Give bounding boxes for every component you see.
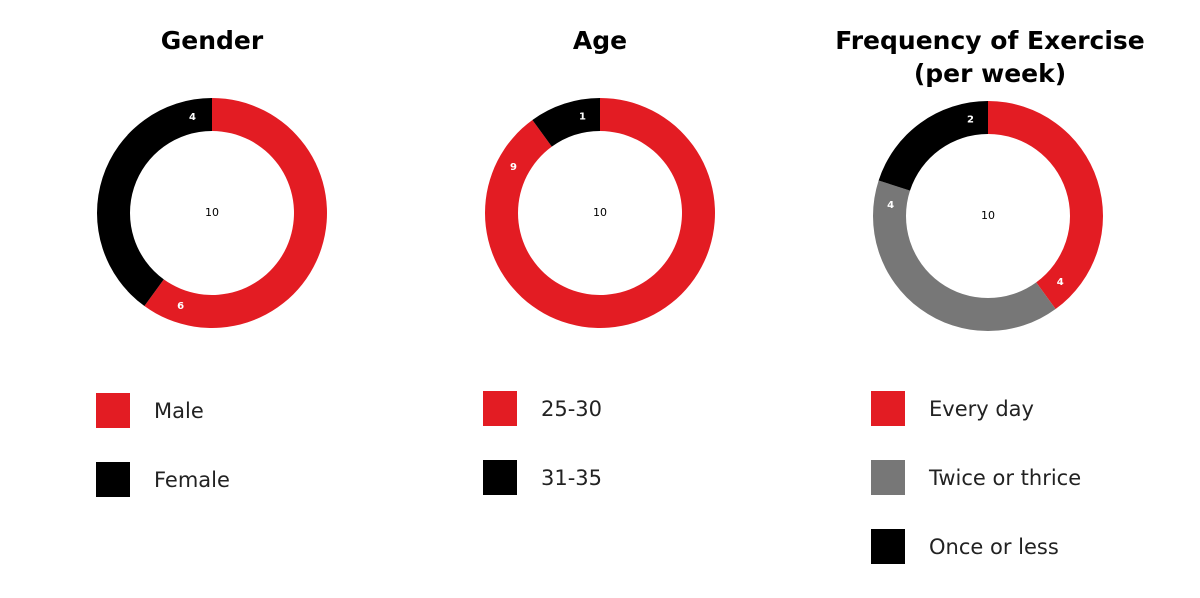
age-donut-chart: 9 1 10 — [484, 98, 715, 328]
legend-label-every-day: Every day — [929, 397, 1034, 421]
donut-segment-female — [97, 98, 212, 307]
legend-swatch-male — [96, 393, 130, 428]
gender-donut-chart: 6 4 10 — [97, 98, 327, 329]
legend-swatch-female — [96, 462, 130, 497]
segment-value-label-31-35: 1 — [579, 112, 586, 123]
legend-swatch-twice-or-thrice — [871, 460, 905, 495]
chart-title-exercise: Frequency of Exercise (per week) — [835, 26, 1145, 88]
donut-segment-male — [144, 98, 327, 329]
legend-swatch-25-30 — [483, 391, 517, 426]
legend-label-twice-or-thrice: Twice or thrice — [929, 466, 1082, 490]
segment-value-label-every-day: 4 — [1057, 277, 1064, 288]
segment-value-label-male: 6 — [177, 301, 184, 312]
donut-total-label: 10 — [205, 206, 219, 219]
legend-swatch-once-or-less — [871, 529, 905, 564]
donut-segment-every-day — [988, 101, 1103, 310]
legend-label-female: Female — [154, 468, 230, 492]
donut-total-label: 10 — [593, 206, 607, 219]
legend-label-male: Male — [154, 399, 204, 423]
segment-value-label-twice-or-thrice: 4 — [887, 200, 894, 211]
legend-swatch-31-35 — [483, 460, 517, 495]
segment-value-label-25-30: 9 — [510, 162, 517, 173]
chart-title-age: Age — [572, 26, 628, 55]
legend-swatch-every-day — [871, 391, 905, 426]
legend-label-31-35: 31-35 — [541, 466, 603, 490]
exercise-donut-chart: 4 4 2 10 — [873, 101, 1103, 331]
donut-total-label: 10 — [981, 209, 995, 222]
donut-segment-once-or-less — [878, 101, 988, 191]
chart-title-gender: Gender — [160, 26, 264, 55]
donut-segment-twice-or-thrice — [873, 180, 1056, 331]
legend-label-once-or-less: Once or less — [929, 535, 1059, 559]
segment-value-label-once-or-less: 2 — [967, 115, 974, 126]
segment-value-label-female: 4 — [189, 112, 196, 123]
donut-segment-31-35 — [532, 98, 600, 147]
legend-label-25-30: 25-30 — [541, 397, 603, 421]
